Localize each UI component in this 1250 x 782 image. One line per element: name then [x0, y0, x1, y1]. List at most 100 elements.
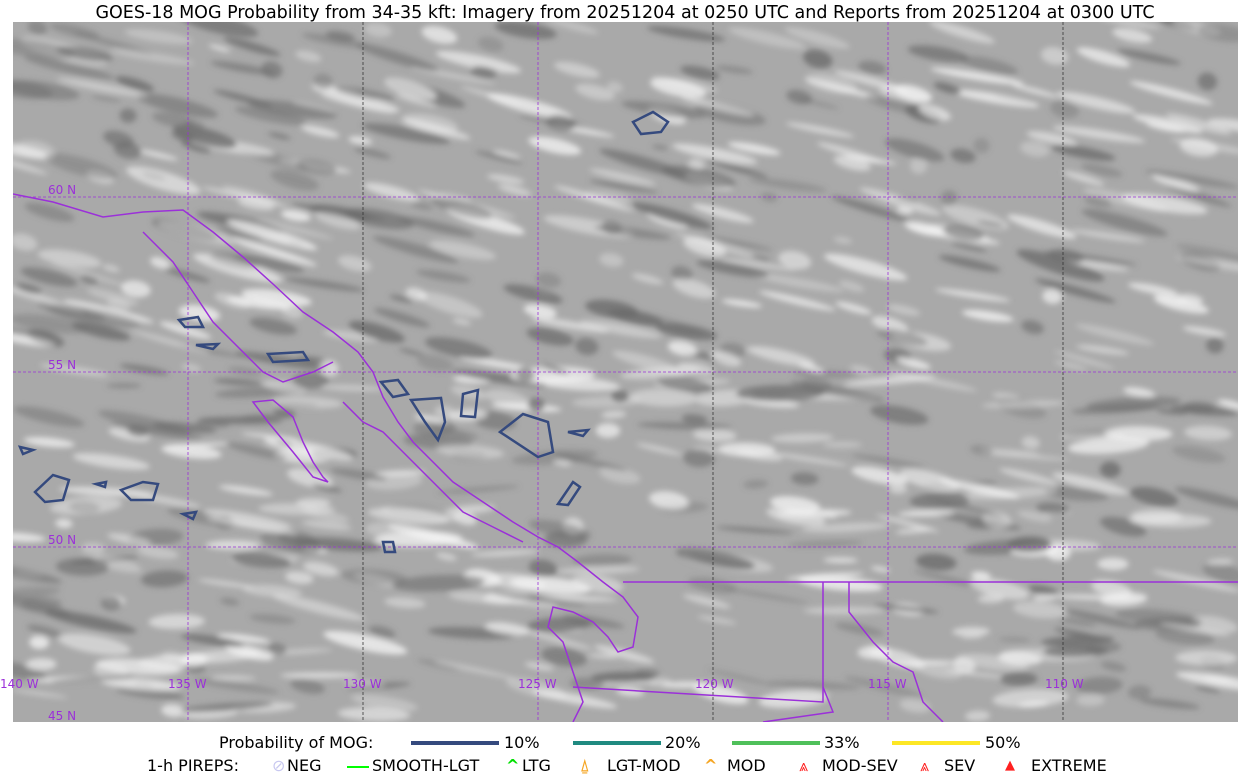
cloud-streak	[100, 677, 181, 691]
cloud-streak	[375, 469, 427, 477]
cloud-streak	[1174, 487, 1238, 510]
cloud-streak	[49, 496, 123, 515]
cloud-streak	[225, 442, 287, 460]
cloud-streak	[960, 56, 1019, 75]
cloud-streak	[448, 408, 488, 422]
cloud-streak	[955, 653, 1029, 671]
cloud-streak	[717, 442, 776, 457]
prob-20-label: 20%	[665, 733, 701, 752]
cloud-streak	[140, 570, 189, 588]
cloud-streak	[215, 227, 264, 241]
cloud-streak	[322, 330, 379, 342]
cloud-streak	[672, 278, 716, 299]
cloud-streak	[106, 383, 142, 388]
cloud-streak	[448, 591, 512, 604]
cloud-streak	[436, 444, 505, 459]
cloud-streak	[998, 637, 1031, 643]
cloud-streak	[803, 606, 885, 615]
cloud-streak	[223, 37, 281, 57]
cloud-streak	[1048, 594, 1141, 601]
cloud-streak	[211, 675, 256, 681]
cloud-streak	[656, 375, 715, 394]
cloud-streak	[210, 251, 260, 268]
cloud-streak	[234, 106, 308, 126]
prob-20-swatch	[573, 741, 661, 745]
cloud-streak	[1160, 623, 1231, 636]
cloud-streak	[920, 495, 1004, 518]
cloud-streak	[321, 384, 384, 392]
cloud-streak	[835, 301, 872, 315]
cloud-streak	[421, 25, 458, 44]
cloud-streak	[284, 277, 365, 292]
cloud-streak	[715, 65, 754, 74]
line-icon	[347, 766, 369, 768]
cloud-streak	[23, 437, 75, 448]
cloud-streak	[913, 570, 983, 588]
cloud-streak	[1083, 188, 1169, 212]
cloud-streak	[553, 460, 572, 466]
cloud-streak	[696, 260, 769, 278]
cloud-streak	[610, 390, 629, 403]
cloud-streak	[72, 31, 154, 56]
cloud-streak	[267, 643, 287, 655]
pirep-mod-sev-label: MOD-SEV	[822, 756, 898, 775]
cloud-streak	[29, 635, 50, 650]
cloud-streak	[1016, 249, 1105, 282]
cloud-streak	[1050, 100, 1080, 119]
cloud-streak	[1052, 125, 1146, 143]
cloud-streak	[758, 290, 836, 311]
double-caret-icon: ⩓	[920, 756, 930, 775]
cloud-streak	[930, 67, 1025, 85]
cloud-streak	[629, 388, 698, 407]
cloud-streak	[384, 77, 437, 101]
cloud-streak	[51, 675, 137, 683]
cloud-streak	[126, 166, 201, 195]
cloud-streak	[416, 291, 483, 318]
cloud-streak	[523, 304, 557, 319]
cloud-streak	[343, 680, 386, 689]
cloud-streak	[81, 542, 106, 555]
cloud-streak	[321, 94, 395, 114]
cloud-streak	[124, 28, 193, 45]
cloud-streak	[970, 571, 991, 580]
lat-lon-grid	[13, 22, 1238, 722]
cloud-streak	[778, 250, 812, 270]
cloud-streak	[259, 532, 321, 554]
cloud-streak	[477, 36, 504, 52]
pirep-ltg-label: LTG	[522, 756, 551, 775]
satellite-map[interactable]	[13, 22, 1238, 722]
cloud-streak	[933, 82, 962, 95]
cloud-streak	[115, 76, 155, 92]
cloud-streak	[172, 125, 237, 149]
cloud-streak	[1062, 171, 1105, 186]
cloud-streak	[593, 225, 671, 240]
cloud-streak	[697, 615, 737, 625]
cloud-streak	[554, 185, 634, 212]
cloud-streak	[722, 587, 810, 604]
cloud-streak	[790, 380, 885, 402]
cloud-streak	[516, 366, 535, 382]
cloud-streak	[621, 100, 707, 119]
cloud-streak	[1112, 28, 1153, 43]
cloud-streak	[1075, 324, 1155, 346]
cloud-streak	[681, 414, 708, 424]
cloud-streak	[694, 103, 766, 126]
cloud-streak	[1017, 510, 1052, 523]
cloud-streak	[261, 61, 283, 79]
cloud-streak	[918, 104, 951, 121]
cloud-streak	[710, 351, 742, 367]
cloud-streak	[92, 555, 142, 573]
cloud-streak	[1182, 326, 1226, 337]
cloud-imagery	[13, 22, 1238, 722]
cloud-streak	[290, 678, 325, 694]
cloud-streak	[380, 506, 459, 523]
pirep-sev-label: SEV	[944, 756, 976, 775]
cloud-streak	[193, 253, 283, 283]
cloud-streak	[785, 122, 855, 138]
cloud-streak	[889, 484, 908, 494]
cloud-streak	[44, 610, 137, 634]
lon-label: 130 W	[343, 677, 382, 691]
cloud-streak	[1047, 248, 1085, 264]
cloud-streak	[492, 593, 587, 606]
cloud-streak	[672, 143, 758, 165]
